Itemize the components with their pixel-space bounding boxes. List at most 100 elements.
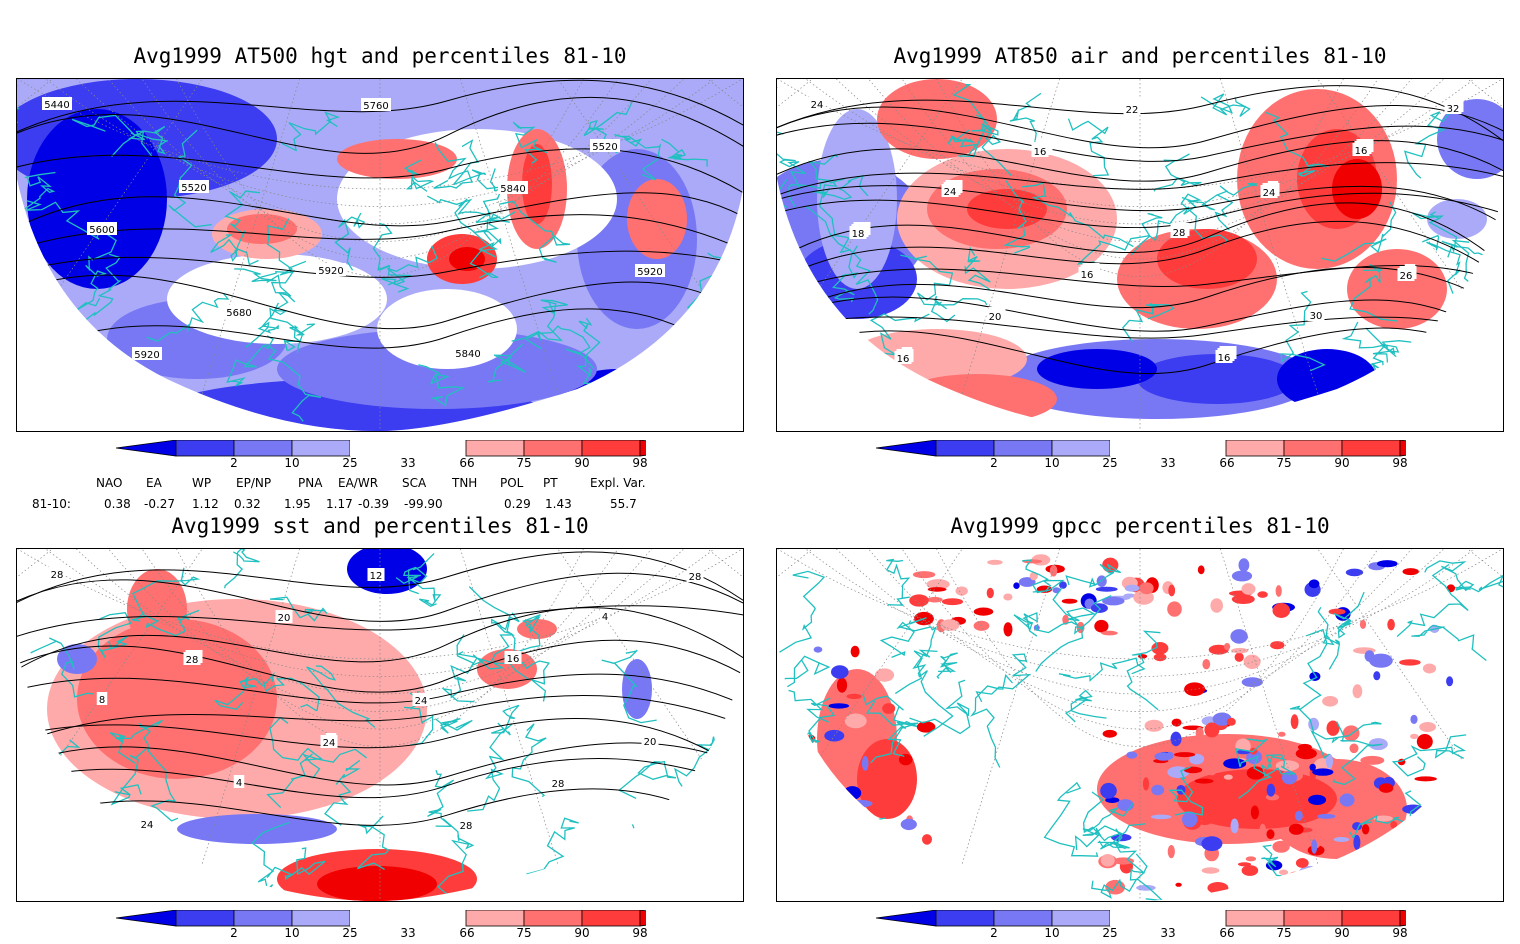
- contour-label: 5840: [500, 184, 525, 195]
- colorbar-segment: [292, 910, 350, 926]
- anomaly-region: [1332, 159, 1382, 219]
- precip-anomaly-cell: [974, 621, 990, 631]
- panel-title-air: Avg1999 AT850 air and percentiles 81-10: [776, 44, 1504, 68]
- contour-label: 4: [602, 612, 608, 623]
- index-header: EA/WR: [338, 476, 378, 490]
- map-sst-canvas: 2824804841216202420242828282428: [17, 549, 743, 901]
- precip-anomaly-cell: [1251, 806, 1259, 820]
- precip-anomaly-cell: [869, 825, 876, 840]
- precip-anomaly-cell: [1145, 720, 1164, 732]
- precip-anomaly-cell: [805, 746, 815, 761]
- precip-anomaly-cell: [831, 665, 849, 678]
- precip-anomaly-cell: [1174, 752, 1195, 757]
- precip-anomaly-cell: [1101, 854, 1115, 867]
- colorbar-low-triangle: [116, 910, 176, 926]
- precip-anomaly-cell: [1204, 723, 1219, 738]
- contour-label: 28: [460, 821, 473, 832]
- colorbar-segment: [466, 440, 524, 456]
- precip-anomaly-cell: [1003, 594, 1012, 601]
- precip-anomaly-cell: [940, 619, 959, 631]
- colorbar-segment: [1342, 910, 1400, 926]
- colorbar-segment: [1110, 440, 1168, 456]
- contour-label: 5440: [44, 100, 69, 111]
- precip-anomaly-cell: [814, 647, 823, 653]
- precip-anomaly-cell: [1172, 719, 1182, 727]
- colorbar-segment: [466, 910, 524, 926]
- anomaly-region: [337, 139, 457, 179]
- anomaly-region: [877, 79, 997, 159]
- colorbar-tick-label: 2: [979, 456, 1009, 470]
- precip-anomaly-cell: [826, 774, 835, 787]
- precip-anomaly-cell: [859, 818, 880, 827]
- contour-label: 20: [989, 312, 1002, 323]
- precip-anomaly-cell: [1094, 620, 1108, 633]
- contour-label: 24: [415, 696, 428, 707]
- colorbar-tick-label: 90: [567, 456, 597, 470]
- precip-anomaly-cell: [1184, 682, 1205, 696]
- map-gpcc: [776, 548, 1504, 902]
- anomaly-region: [27, 109, 167, 289]
- index-value: 1.43: [545, 497, 572, 511]
- precip-anomaly-cell: [882, 703, 895, 714]
- neutral-region: [167, 254, 387, 344]
- precip-anomaly-cell: [1308, 795, 1326, 805]
- colorbar-tick-label: 10: [277, 456, 307, 470]
- contour-label: 28: [51, 570, 64, 581]
- contour-label: 16: [1218, 353, 1231, 364]
- precip-anomaly-cell: [1112, 764, 1135, 774]
- precip-anomaly-cell: [1289, 824, 1304, 835]
- anomaly-region: [1037, 349, 1157, 389]
- precip-anomaly-cell: [1346, 569, 1363, 577]
- precip-anomaly-cell: [1318, 871, 1332, 878]
- index-header: WP: [192, 476, 211, 490]
- colorbar-segment: [408, 440, 466, 456]
- precip-anomaly-cell: [1062, 599, 1078, 604]
- colorbar-segment: [524, 910, 582, 926]
- precip-anomaly-cell: [1345, 874, 1362, 887]
- colorbar-low-triangle: [116, 440, 176, 456]
- colorbar-segment: [1284, 440, 1342, 456]
- colorbar-tick-label: 98: [625, 926, 655, 940]
- contour-label: 24: [141, 820, 154, 831]
- precip-anomaly-cell: [974, 608, 994, 616]
- precip-anomaly-cell: [847, 694, 862, 699]
- precip-anomaly-cell: [804, 782, 823, 792]
- index-value: 0.32: [234, 497, 261, 511]
- contour-label: 24: [323, 738, 336, 749]
- precip-anomaly-cell: [1100, 783, 1117, 799]
- contour-label: 5920: [318, 266, 343, 277]
- precip-anomaly-cell: [1195, 779, 1214, 784]
- colorbar-tick-label: 10: [1037, 456, 1067, 470]
- precip-anomaly-cell: [1231, 819, 1239, 834]
- precip-anomaly-cell: [1126, 752, 1137, 759]
- precip-anomaly-cell: [1350, 744, 1359, 754]
- index-header: TNH: [452, 476, 477, 490]
- neutral-region: [17, 369, 77, 431]
- contour-label: 28: [1173, 228, 1186, 239]
- coastline: [821, 816, 886, 862]
- precip-anomaly-cell: [1279, 870, 1288, 876]
- panel-title-gpcc: Avg1999 gpcc percentiles 81-10: [776, 514, 1504, 538]
- colorbar-high-triangle: [640, 910, 646, 926]
- colorbar-segment: [936, 910, 994, 926]
- precip-anomaly-cell: [1278, 732, 1286, 737]
- colorbar-tick-label: 75: [509, 926, 539, 940]
- precip-anomaly-cell: [839, 811, 850, 817]
- precip-anomaly-cell: [1246, 856, 1256, 861]
- precip-anomaly-cell: [1171, 732, 1182, 747]
- precip-anomaly-cell: [1329, 609, 1346, 615]
- precip-anomaly-cell: [1227, 718, 1236, 726]
- colorbar-tick-label: 90: [1327, 456, 1357, 470]
- precip-anomaly-cell: [987, 560, 1003, 565]
- precip-anomaly-cell: [1415, 776, 1437, 781]
- precip-anomaly-cell: [1242, 865, 1259, 876]
- precip-anomaly-cell: [1013, 582, 1019, 589]
- precip-anomaly-cell: [1377, 560, 1398, 567]
- precip-anomaly-cell: [913, 571, 935, 578]
- precip-anomaly-cell: [804, 750, 811, 764]
- anomaly-region: [857, 739, 917, 819]
